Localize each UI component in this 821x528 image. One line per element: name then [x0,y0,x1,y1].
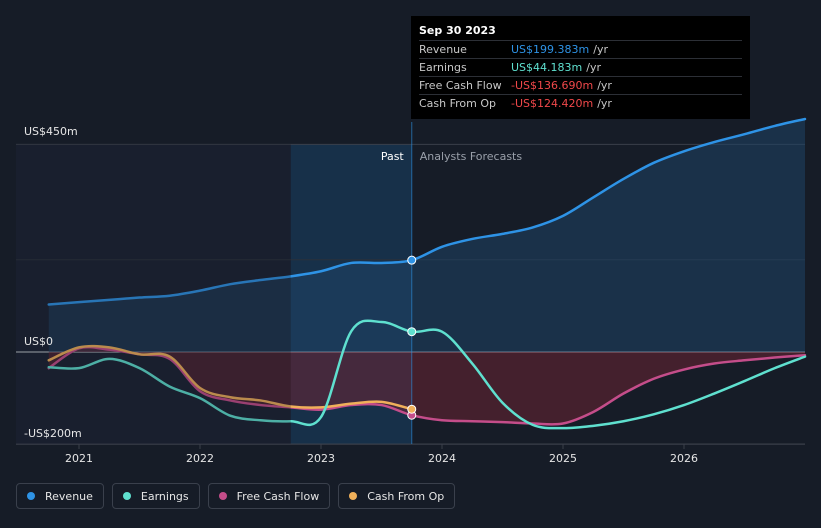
revenue-marker [407,255,417,265]
tooltip-label: Earnings [419,61,467,74]
tooltip-unit: /yr [597,79,612,92]
x-tick-label: 2023 [307,452,335,465]
legend-dot-icon [218,492,227,500]
legend-dot-icon [122,492,131,500]
x-tick-label: 2021 [65,452,93,465]
tooltip-value: US$44.183m [511,61,583,74]
tooltip-value: -US$136.690m [511,79,594,92]
past-shade [16,144,291,444]
legend-label: Earnings [140,489,189,503]
legend-label: Revenue [45,489,93,503]
tooltip-row-revenue: Revenue US$199.383m /yr [419,41,742,59]
legend: Revenue Earnings Free Cash Flow Cash Fro… [16,483,456,509]
tooltip-unit: /yr [593,43,608,56]
tooltip-row-cash-from-op: Cash From Op -US$124.420m /yr [419,95,742,112]
x-tick-label: 2022 [186,452,214,465]
tooltip-unit: /yr [597,97,612,110]
cash-from-op-line [47,344,413,411]
y-tick-label: US$450m [24,125,78,138]
tooltip: Sep 30 2023 Revenue US$199.383m /yr Earn… [411,16,750,119]
free-cash-flow-area [48,347,805,425]
cash-from-op-marker [407,404,417,414]
tooltip-date: Sep 30 2023 [419,22,742,41]
legend-dot-icon [27,492,35,500]
forecast-label: Analysts Forecasts [420,150,523,163]
tooltip-row-earnings: Earnings US$44.183m /yr [419,59,742,77]
tooltip-label: Cash From Op [419,97,497,110]
legend-item-earnings[interactable]: Earnings [111,483,200,509]
revenue-line [47,117,807,306]
legend-dot-icon [349,492,358,500]
free-cash-flow-line [47,345,807,426]
tooltip-value: US$199.383m [511,43,590,56]
tooltip-label: Revenue [419,43,467,56]
earnings-line [47,319,807,430]
past-label: Past [381,150,405,163]
y-tick-label: -US$200m [24,427,82,440]
revenue-area [48,118,805,352]
tooltip-row-free-cash-flow: Free Cash Flow -US$136.690m /yr [419,77,742,95]
y-tick-label: US$0 [24,335,53,348]
earnings-marker [407,327,417,337]
x-tick-label: 2025 [549,452,577,465]
tooltip-value: -US$124.420m [511,97,594,110]
legend-label: Cash From Op [367,489,445,503]
x-tick-label: 2026 [670,452,698,465]
tooltip-unit: /yr [586,61,601,74]
legend-item-cash-from-op[interactable]: Cash From Op [338,483,456,509]
legend-item-revenue[interactable]: Revenue [16,483,104,509]
legend-item-free-cash-flow[interactable]: Free Cash Flow [207,483,331,509]
legend-label: Free Cash Flow [236,489,320,503]
x-tick-label: 2024 [428,452,456,465]
tooltip-label: Free Cash Flow [419,79,502,92]
